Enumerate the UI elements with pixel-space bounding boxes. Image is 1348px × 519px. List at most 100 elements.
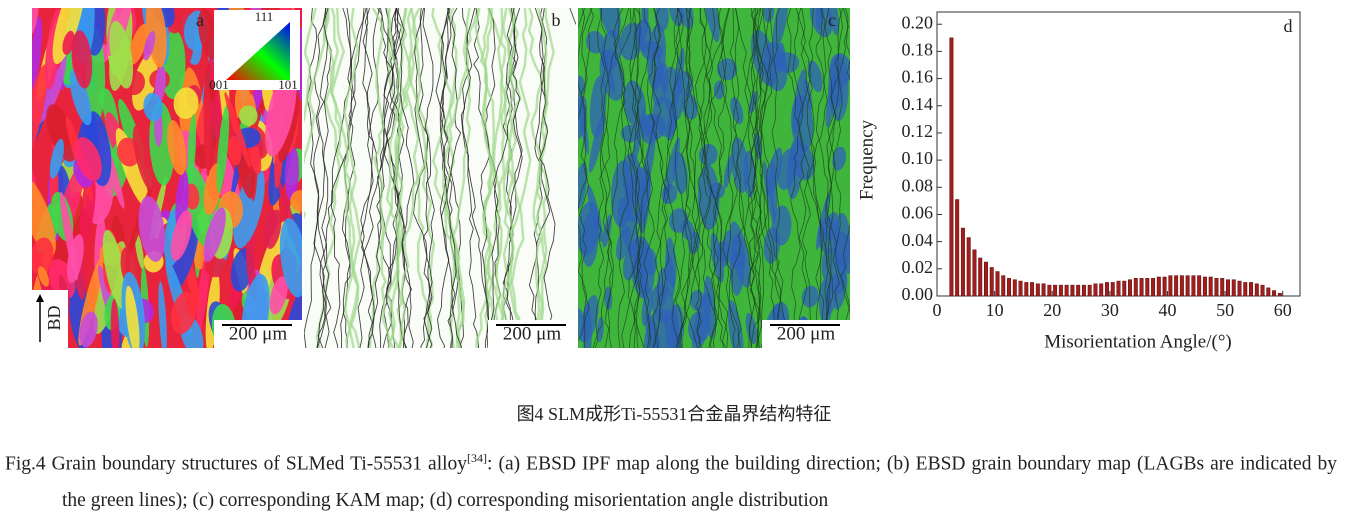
grain [46,104,77,162]
y-tick-label: 0.04 [902,230,934,250]
bar [1030,282,1035,297]
y-axis-label: Frequency [856,119,877,200]
grain [216,104,230,194]
bar [1058,284,1063,297]
bar [960,227,965,297]
figure: 111 001 101 a b c BD 200 μm 200 μm 200 μ… [32,8,1301,352]
grain [238,105,258,126]
bar [1087,284,1092,297]
kam-region [617,197,639,253]
kam-region [578,90,589,155]
kam-boundary [708,8,728,348]
grain [71,30,93,89]
kam-boundary [679,8,716,348]
boundary [474,8,501,348]
grain [32,237,54,275]
bar [1041,283,1046,297]
bar [1122,280,1127,297]
x-tick-label: 0 [933,300,942,320]
grain [284,146,299,201]
boundary [462,8,490,348]
boundary [534,8,556,348]
boundary [315,8,341,348]
bar [1151,278,1156,297]
panel-label: b [552,10,561,30]
grain [60,191,78,281]
bar [1145,278,1150,297]
bar [1202,276,1207,297]
kam-boundary [643,8,662,348]
bar [1191,275,1196,297]
kam-boundary [629,8,651,348]
kam-boundary [627,8,652,348]
grain [265,68,297,157]
kam-region [703,275,716,339]
kam-region [578,307,587,343]
kam-boundary [725,8,740,348]
caption-en-rest: : (a) EBSD IPF map along the building di… [62,453,1338,511]
grain [198,8,219,60]
scale-bar-label: 200 μm [229,323,287,344]
kam-boundary [673,8,717,348]
boundary [343,8,360,348]
grain [170,209,193,261]
ipf-key [226,22,290,80]
grain [109,20,133,89]
boundary [441,8,462,348]
boundary [440,8,462,348]
bar [1225,279,1230,297]
grain [110,298,120,348]
plot-frame [936,11,1301,297]
kam-boundary [705,8,724,348]
grain [49,138,64,179]
bar [1007,278,1012,297]
kam-region [622,153,643,206]
grain [62,30,75,55]
kam-region [832,146,847,171]
bar [1249,282,1254,297]
bar [1001,275,1006,297]
bar [1139,278,1144,297]
kam-boundary [628,8,639,348]
boundary [473,8,491,348]
boundary [489,8,515,348]
boundary [371,8,395,348]
grain [132,125,154,190]
grain [79,311,98,348]
kam-boundary [790,8,812,348]
y-tick-label: 0.18 [902,40,934,60]
bar [1254,283,1259,297]
boundary [304,8,320,348]
bar [1018,280,1023,297]
boundary [330,8,367,348]
boundary [451,8,472,348]
kam-region [651,283,675,323]
boundary [304,8,317,124]
panel-label: a [196,10,204,30]
kam-region [599,8,621,38]
boundary [405,8,434,348]
y-tick-label: 0.14 [902,94,934,114]
boundary [387,8,406,348]
bar [1231,279,1236,297]
grain [203,207,226,262]
kam-boundary [652,8,684,348]
grain [290,189,302,212]
kam-boundary [676,8,714,348]
kam-boundary [635,8,648,348]
bar [1243,282,1248,297]
ipf-key-label: 001 [209,77,229,92]
panel-label: c [828,10,836,30]
boundary [368,8,408,348]
grain [52,8,86,65]
kam-boundary [755,8,771,348]
bar [1070,284,1075,297]
x-tick-label: 50 [1216,300,1234,320]
scale-bar-label: 200 μm [503,323,561,344]
grain [69,69,92,126]
kam-boundary [695,8,730,348]
kam-region [771,205,792,246]
y-tick-label: 0.06 [902,203,934,223]
ipf-key-label: 111 [255,9,274,24]
grain [187,113,197,185]
